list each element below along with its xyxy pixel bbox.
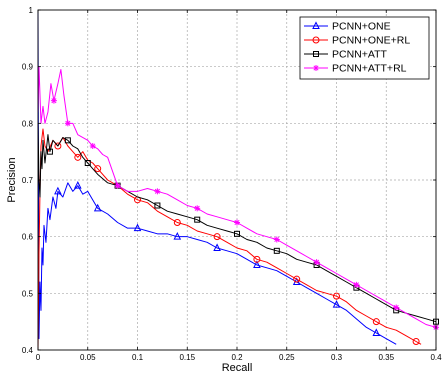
data-point [353,281,360,288]
legend-entry: PCNN+ONE+RL [304,35,410,47]
legend-box [299,16,430,80]
data-point [393,304,400,311]
data-point [74,153,82,161]
y-tick-label: 0.7 [22,176,34,185]
legend-marker [313,51,319,57]
series-pcnn-att-rl [37,66,439,331]
data-point [213,243,221,251]
x-tick-label: 0.35 [378,353,394,362]
data-point [412,338,420,345]
data-point [194,216,201,223]
data-point [154,202,161,209]
data-point [253,255,261,263]
data-point [313,259,320,266]
data-point [234,219,240,226]
series-markers [54,142,420,345]
x-axis-ticks: 0 0.05 0.1 0.15 0.2 0.25 0.3 0.35 0.4 [36,10,442,362]
data-point [89,143,96,149]
data-point [273,247,280,254]
data-point [253,260,261,268]
data-point [372,328,381,336]
y-tick-label: 0.8 [22,119,34,128]
legend-label: PCNN+ONE [332,21,391,33]
data-point [372,318,380,326]
x-tick-label: 0.15 [179,353,195,362]
data-point [173,219,181,226]
y-axis-ticks: 0.4 0.5 0.6 0.7 0.8 0.9 1 [22,6,436,355]
legend-entry: PCNN+ONE [304,21,391,33]
data-point [64,120,71,127]
x-axis-title: Recall [222,362,253,374]
series-line [37,9,397,345]
y-tick-label: 0.6 [22,233,34,242]
legend-marker [312,36,320,44]
series-line [37,123,437,323]
series-pcnn-one-rl [37,128,422,351]
data-point [133,223,142,232]
data-point [93,203,102,212]
data-point [333,292,340,300]
series-pcnn-att [37,123,439,325]
data-point [54,186,62,195]
data-point [173,232,182,240]
data-point [94,165,102,173]
data-point [64,137,71,144]
y-tick-label: 0.5 [22,289,34,298]
data-point [50,97,57,104]
data-point [84,160,91,166]
series-layer [37,9,439,351]
legend-label: PCNN+ATT+RL [332,63,407,75]
data-point [46,148,53,155]
data-point [114,182,121,189]
x-tick-label: 0.2 [231,353,243,362]
series-line [37,128,422,351]
legend-label: PCNN+ONE+RL [332,35,410,47]
legend-entry: PCNN+ATT+RL [304,63,407,75]
data-point [213,233,221,241]
data-point [154,188,161,195]
data-point [332,300,341,308]
y-tick-label: 1 [29,6,34,15]
x-tick-label: 0.05 [80,353,96,362]
series-markers [54,181,381,336]
x-tick-label: 0.1 [132,353,144,362]
x-tick-label: 0 [36,353,41,362]
data-point [194,205,201,212]
x-tick-label: 0.3 [331,353,343,362]
data-point [273,236,280,243]
series-line [37,66,437,328]
data-point [54,142,62,150]
x-tick-label: 0.4 [430,353,442,362]
y-axis-title: Precision [6,157,18,202]
legend: PCNN+ONE PCNN+ONE+RL PCNN+ATT PCNN+ATT+RL [299,16,430,80]
y-tick-label: 0.4 [22,346,34,355]
data-point [234,230,240,237]
x-tick-label: 0.25 [279,353,295,362]
legend-entry: PCNN+ATT [304,49,388,61]
series-markers [50,97,439,331]
y-tick-label: 0.9 [22,63,34,72]
series-markers [46,137,439,325]
legend-label: PCNN+ATT [332,49,388,61]
data-point [293,275,301,283]
legend-marker [313,65,319,71]
legend-marker [312,21,320,29]
data-point [73,181,82,189]
